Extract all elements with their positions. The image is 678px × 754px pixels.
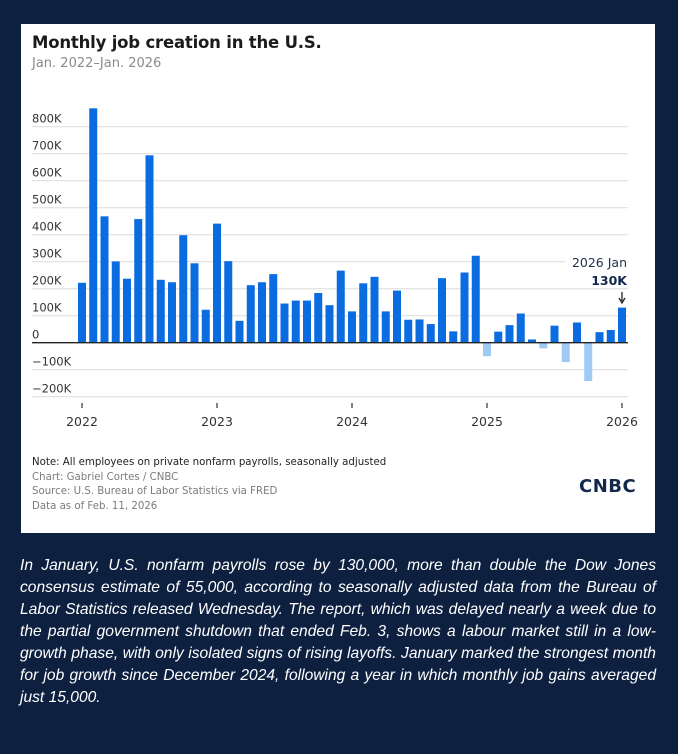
bar-2022-04	[111, 261, 120, 343]
down-arrow-head-icon	[618, 297, 626, 305]
bar-2024-01	[348, 311, 356, 343]
y-tick-label: 100K	[32, 301, 62, 315]
cnbc-logo: CNBC	[579, 476, 637, 497]
bar-2023-02	[224, 261, 233, 343]
x-tick-label: 2024	[336, 414, 368, 429]
y-tick-label: 800K	[32, 112, 62, 126]
bar-2026-01	[618, 307, 626, 343]
bar-2025-01	[483, 342, 491, 357]
bar-2022-06	[134, 219, 143, 343]
bar-2022-09	[168, 282, 176, 343]
chart-title: Monthly job creation in the U.S.	[32, 33, 322, 52]
annotation: 2026 Jan 130K	[565, 254, 628, 305]
bar-2023-07	[280, 303, 289, 343]
bar-2024-10	[449, 331, 458, 343]
bar-2022-03	[100, 216, 109, 343]
footer-note: Note: All employees on private nonfarm p…	[32, 457, 387, 468]
y-tick-label: −200K	[32, 382, 72, 396]
bar-2023-10	[314, 293, 323, 343]
y-tick-label: 300K	[32, 247, 62, 261]
bar-2025-12	[606, 330, 615, 343]
bars	[78, 108, 626, 382]
bar-2024-12	[471, 255, 480, 343]
bar-2025-05	[528, 339, 536, 343]
x-tick-label: 2026	[606, 414, 638, 429]
bar-2023-01	[213, 223, 221, 343]
bar-2022-10	[179, 235, 188, 343]
bar-2024-07	[415, 319, 424, 343]
bar-2024-04	[381, 311, 390, 343]
bar-2024-11	[460, 272, 469, 343]
bar-2024-08	[426, 324, 435, 343]
chart-subtitle: Jan. 2022–Jan. 2026	[32, 56, 162, 71]
y-tick-label: 500K	[32, 193, 62, 207]
x-tick-label: 2025	[471, 414, 503, 429]
chart-footer: Note: All employees on private nonfarm p…	[32, 456, 386, 514]
bar-2022-12	[201, 309, 210, 343]
bar-2023-12	[336, 270, 345, 343]
data-date: Data as of Feb. 11, 2026	[32, 500, 158, 512]
x-axis: 2022 2023 2024 2025 2026	[32, 342, 638, 429]
y-axis-labels: 800K 700K 600K 500K 400K 300K 200K 100K 0 −100K −2…	[32, 112, 72, 396]
bar-2025-04	[516, 313, 525, 343]
bar-2023-04	[246, 285, 255, 343]
y-tick-label: 600K	[32, 166, 62, 180]
bar-2024-05	[393, 290, 401, 343]
bar-2023-05	[258, 282, 266, 343]
bar-2025-07	[550, 325, 559, 343]
bar-2024-09	[438, 278, 446, 343]
bar-2025-11	[595, 332, 604, 343]
bar-2024-03	[370, 276, 379, 343]
bar-2023-09	[303, 300, 311, 343]
bar-2022-11	[190, 263, 199, 343]
bar-chart: 800K 700K 600K 500K 400K 300K 200K 100K 0 −100K −2…	[32, 108, 638, 429]
bar-2025-03	[505, 325, 514, 343]
bar-2025-08	[561, 342, 570, 363]
bar-2023-08	[291, 300, 300, 343]
bar-2022-01	[78, 282, 86, 343]
bar-2025-06	[539, 342, 548, 349]
bar-2025-02	[494, 331, 503, 343]
x-tick-label: 2023	[201, 414, 233, 429]
bar-2023-11	[325, 305, 334, 343]
annotation-label-bg	[565, 254, 627, 270]
bar-2024-02	[359, 283, 368, 343]
y-tick-label: 0	[32, 328, 39, 342]
bar-2022-08	[156, 279, 165, 343]
chart-card: Monthly job creation in the U.S. Jan. 20…	[21, 24, 655, 533]
chart-credit: Chart: Gabriel Cortes / CNBC	[32, 471, 179, 483]
bar-2025-09	[573, 322, 581, 343]
chart-source: Source: U.S. Bureau of Labor Statistics …	[32, 486, 278, 497]
article-caption: In January, U.S. nonfarm payrolls rose b…	[20, 557, 656, 706]
y-tick-label: 700K	[32, 139, 62, 153]
x-tick-label: 2022	[66, 414, 98, 429]
annotation-label: 2026 Jan	[572, 255, 627, 270]
bar-2023-03	[235, 320, 244, 343]
y-tick-label: 200K	[32, 274, 62, 288]
bar-2025-10	[584, 342, 593, 382]
y-tick-label: −100K	[32, 355, 72, 369]
bar-2022-02	[89, 108, 98, 343]
gridlines	[32, 126, 628, 398]
bar-2023-06	[269, 274, 278, 343]
bar-2022-05	[123, 278, 131, 343]
bar-2022-07	[145, 155, 154, 343]
annotation-value: 130K	[591, 273, 628, 288]
bar-2024-06	[404, 319, 413, 343]
y-tick-label: 400K	[32, 220, 62, 234]
